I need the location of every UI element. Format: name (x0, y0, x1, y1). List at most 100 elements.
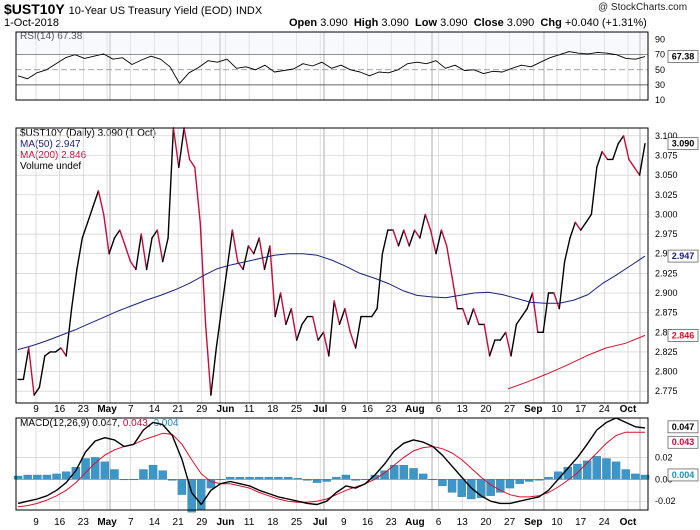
price-line-segment (472, 308, 480, 326)
price-legend-ma50: MA(50) 2.947 (20, 139, 81, 150)
macd-histogram-bar (361, 479, 370, 481)
macd-last-badge: 0.047 (672, 422, 695, 432)
price-line-segment (590, 166, 598, 216)
price-line-segment (210, 347, 218, 396)
macd-histogram-bar (515, 479, 524, 484)
ma50-last-badge-box (667, 249, 699, 263)
macd-histogram-bar (341, 474, 351, 480)
x-axis-label: 17 (575, 517, 587, 528)
price-line-segment (247, 245, 255, 255)
macd-histogram-bar (457, 479, 466, 497)
x-axis-label: 14 (149, 404, 161, 415)
macd-histogram-bar (129, 479, 138, 481)
price-line-segment (638, 142, 646, 176)
macd-histogram-bar (33, 474, 42, 480)
x-axis-label: 6 (436, 404, 442, 415)
macd-histogram-bar (428, 479, 437, 481)
rsi-last-badge: 67.38 (672, 52, 695, 62)
price-line-segment (510, 323, 518, 357)
macd-tick-label: 0.00 (655, 474, 673, 484)
price-line-segment (38, 355, 46, 388)
price-line-segment (296, 323, 303, 341)
price-line-segment (279, 292, 287, 326)
price-line-segment (408, 229, 416, 247)
price-line-segment (269, 245, 276, 318)
symbol: $UST10Y (4, 1, 65, 17)
signal-last-badge-box (667, 435, 699, 449)
price-line-segment (86, 205, 94, 224)
price-line-segment (92, 190, 100, 208)
ma50-last-badge: 2.947 (672, 251, 695, 261)
price-line-segment (145, 237, 153, 271)
ohlc-low-value: 3.090 (440, 17, 468, 29)
price-line-segment (204, 323, 212, 396)
price-panel-frame (15, 127, 649, 404)
signal-last-badge: 0.043 (672, 437, 695, 447)
price-line-segment (376, 252, 384, 310)
x-axis-label: 21 (173, 517, 185, 528)
price-tick-label: 3.050 (655, 170, 678, 180)
exchange: INDX (235, 5, 263, 17)
rsi-legend-text: RSI(14) 67.38 (20, 31, 83, 42)
price-line-segment (253, 237, 260, 255)
rsi-tick-label: 70 (655, 50, 665, 60)
price-last-badge-box (667, 137, 699, 151)
x-axis-label: 6 (436, 517, 442, 528)
x-axis-label: Aug (405, 404, 424, 415)
ma200-last-badge: 2.846 (672, 330, 695, 340)
x-axis-label: Oct (620, 517, 637, 528)
macd-histogram-bar (13, 475, 23, 480)
price-line-segment (322, 331, 330, 357)
x-axis-label: 27 (504, 404, 516, 415)
price-line-segment (263, 245, 271, 271)
price-line-segment (531, 292, 539, 333)
price-line-segment (403, 229, 410, 247)
x-axis-label: 29 (196, 404, 208, 415)
macd-histogram-bar (245, 476, 254, 480)
price-tick-label: 3.100 (655, 131, 678, 141)
price-line-segment (392, 229, 400, 247)
macd-legend-signal: 0.043 (122, 418, 148, 429)
rsi-tick-label: 50 (655, 65, 665, 75)
price-line-segment (542, 292, 550, 333)
price-tick-label: 2.975 (655, 229, 678, 239)
rsi-overbought-zone (16, 32, 648, 55)
macd-histogram-bar (602, 458, 611, 480)
rsi-legend: RSI(14) 67.38 (20, 31, 82, 42)
price-line-segment (161, 237, 169, 263)
x-axis-label: 16 (54, 517, 66, 528)
symbol-name: 10-Year US Treasury Yield (EOD) (68, 5, 233, 17)
chart-date: 1-Oct-2018 (4, 17, 60, 29)
price-line-segment (258, 237, 266, 271)
price-line-segment (183, 127, 191, 161)
price-line-segment (156, 229, 164, 263)
macd-panel-frame (15, 417, 649, 511)
chart-title: $UST10Y 10-Year US Treasury Yield (EOD) … (4, 1, 262, 17)
x-axis-label: May (97, 404, 117, 415)
macd-histogram-bar (206, 479, 216, 489)
price-line-segment (505, 331, 512, 357)
price-line-segment (60, 347, 67, 357)
price-line-segment (242, 245, 250, 271)
macd-histogram-bar (90, 457, 100, 480)
x-axis-label: 27 (504, 517, 516, 528)
x-axis-label: 9 (33, 404, 39, 415)
price-line-segment (521, 308, 528, 318)
price-line-segment (381, 229, 389, 255)
price-line-segment (344, 308, 351, 333)
macd-histogram-bar (505, 479, 515, 489)
price-line-segment (446, 245, 453, 278)
macd-histogram-bar (62, 471, 71, 480)
x-axis-label: 29 (196, 517, 208, 528)
macd-histogram-bar (264, 476, 274, 480)
ohlc-high-value: 3.090 (381, 17, 409, 29)
macd-histogram-bar (486, 479, 495, 496)
macd-histogram-bar (100, 461, 110, 480)
ohlc-open-value: 3.090 (320, 17, 348, 29)
macd-tick-label: -0.02 (655, 496, 676, 506)
ohlc-chg-value: +0.040 (+1.31%) (564, 17, 647, 29)
x-axis-label: 21 (173, 404, 185, 415)
x-axis-label: 24 (599, 404, 611, 415)
price-line-segment (628, 158, 635, 169)
price-line-segment (633, 166, 641, 176)
